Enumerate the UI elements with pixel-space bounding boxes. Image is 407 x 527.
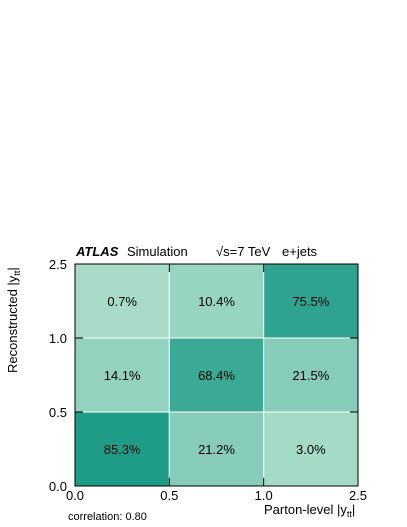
y-tick-label: 2.5 (49, 257, 67, 272)
heatmap-cell (168, 263, 265, 339)
x-tick-label: 2.5 (349, 488, 367, 503)
atlas-label: ATLAS (76, 244, 119, 259)
cell-value-label: 3.0% (296, 442, 326, 457)
cell-value-label: 21.2% (198, 442, 235, 457)
x-axis-label: Parton-level |ytt| (264, 502, 355, 519)
heatmap-cell (263, 337, 359, 413)
chart-header-energy: √s=7 TeV (216, 244, 270, 259)
y-axis-label-sub: tt (12, 270, 22, 276)
heatmap-cell (263, 263, 359, 339)
chart-header-simulation: Simulation (127, 244, 188, 259)
y-axis-label-end: | (5, 267, 20, 271)
cell-value-label: 68.4% (198, 368, 235, 383)
x-tick-label: 0.0 (66, 488, 84, 503)
cell-value-label: 75.5% (292, 294, 329, 309)
y-tick-label: 0.0 (49, 479, 67, 494)
chart-header-atlas: ATLAS (76, 244, 118, 259)
correlation-text: correlation: 0.80 (68, 511, 147, 523)
chart-header-channel: e+jets (282, 244, 317, 259)
y-axis-label: Reconstructed |ytt| (5, 267, 22, 373)
energy-label: √s=7 TeV (216, 244, 271, 259)
cell-value-label: 14.1% (104, 368, 141, 383)
heatmap-cell (74, 337, 170, 413)
plot-frame (74, 263, 359, 487)
cell-value-label: 21.5% (292, 368, 329, 383)
y-tick-label: 1.0 (49, 331, 67, 346)
x-tick-label: 1.0 (255, 488, 273, 503)
x-axis-label-sub: tt (346, 509, 352, 519)
channel-label: e+jets (282, 244, 318, 259)
simulation-label: Simulation (127, 244, 188, 259)
x-axis-label-end: | (351, 502, 356, 517)
x-tick-label: 0.5 (160, 488, 178, 503)
cell-value-label: 10.4% (198, 294, 235, 309)
heatmap-cell (168, 411, 265, 487)
y-axis-label-main: Reconstructed |y (5, 275, 20, 373)
heatmap-cell (74, 411, 170, 487)
cell-value-label: 85.3% (104, 442, 141, 457)
y-axis-label-wrap: Reconstructed |ytt| (0, 0, 22, 527)
y-tick-label: 0.5 (49, 405, 67, 420)
heatmap-cell (168, 337, 265, 413)
heatmap-cell (74, 263, 170, 339)
cell-value-label: 0.7% (107, 294, 137, 309)
x-axis-label-main: Parton-level |y (264, 502, 347, 517)
